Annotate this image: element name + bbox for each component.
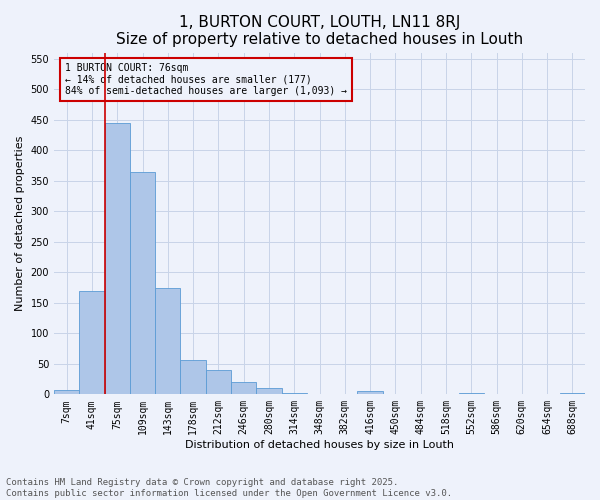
- Bar: [281, 392, 307, 394]
- Bar: [560, 392, 585, 394]
- Bar: [54, 390, 79, 394]
- Bar: [130, 172, 155, 394]
- Y-axis label: Number of detached properties: Number of detached properties: [15, 136, 25, 311]
- Bar: [358, 392, 383, 394]
- Bar: [181, 360, 206, 394]
- Bar: [79, 290, 104, 395]
- Bar: [104, 123, 130, 394]
- Bar: [256, 388, 281, 394]
- Title: 1, BURTON COURT, LOUTH, LN11 8RJ
Size of property relative to detached houses in: 1, BURTON COURT, LOUTH, LN11 8RJ Size of…: [116, 15, 523, 48]
- Bar: [206, 370, 231, 394]
- Bar: [155, 288, 181, 395]
- X-axis label: Distribution of detached houses by size in Louth: Distribution of detached houses by size …: [185, 440, 454, 450]
- Text: Contains HM Land Registry data © Crown copyright and database right 2025.
Contai: Contains HM Land Registry data © Crown c…: [6, 478, 452, 498]
- Text: 1 BURTON COURT: 76sqm
← 14% of detached houses are smaller (177)
84% of semi-det: 1 BURTON COURT: 76sqm ← 14% of detached …: [65, 63, 347, 96]
- Bar: [231, 382, 256, 394]
- Bar: [458, 392, 484, 394]
